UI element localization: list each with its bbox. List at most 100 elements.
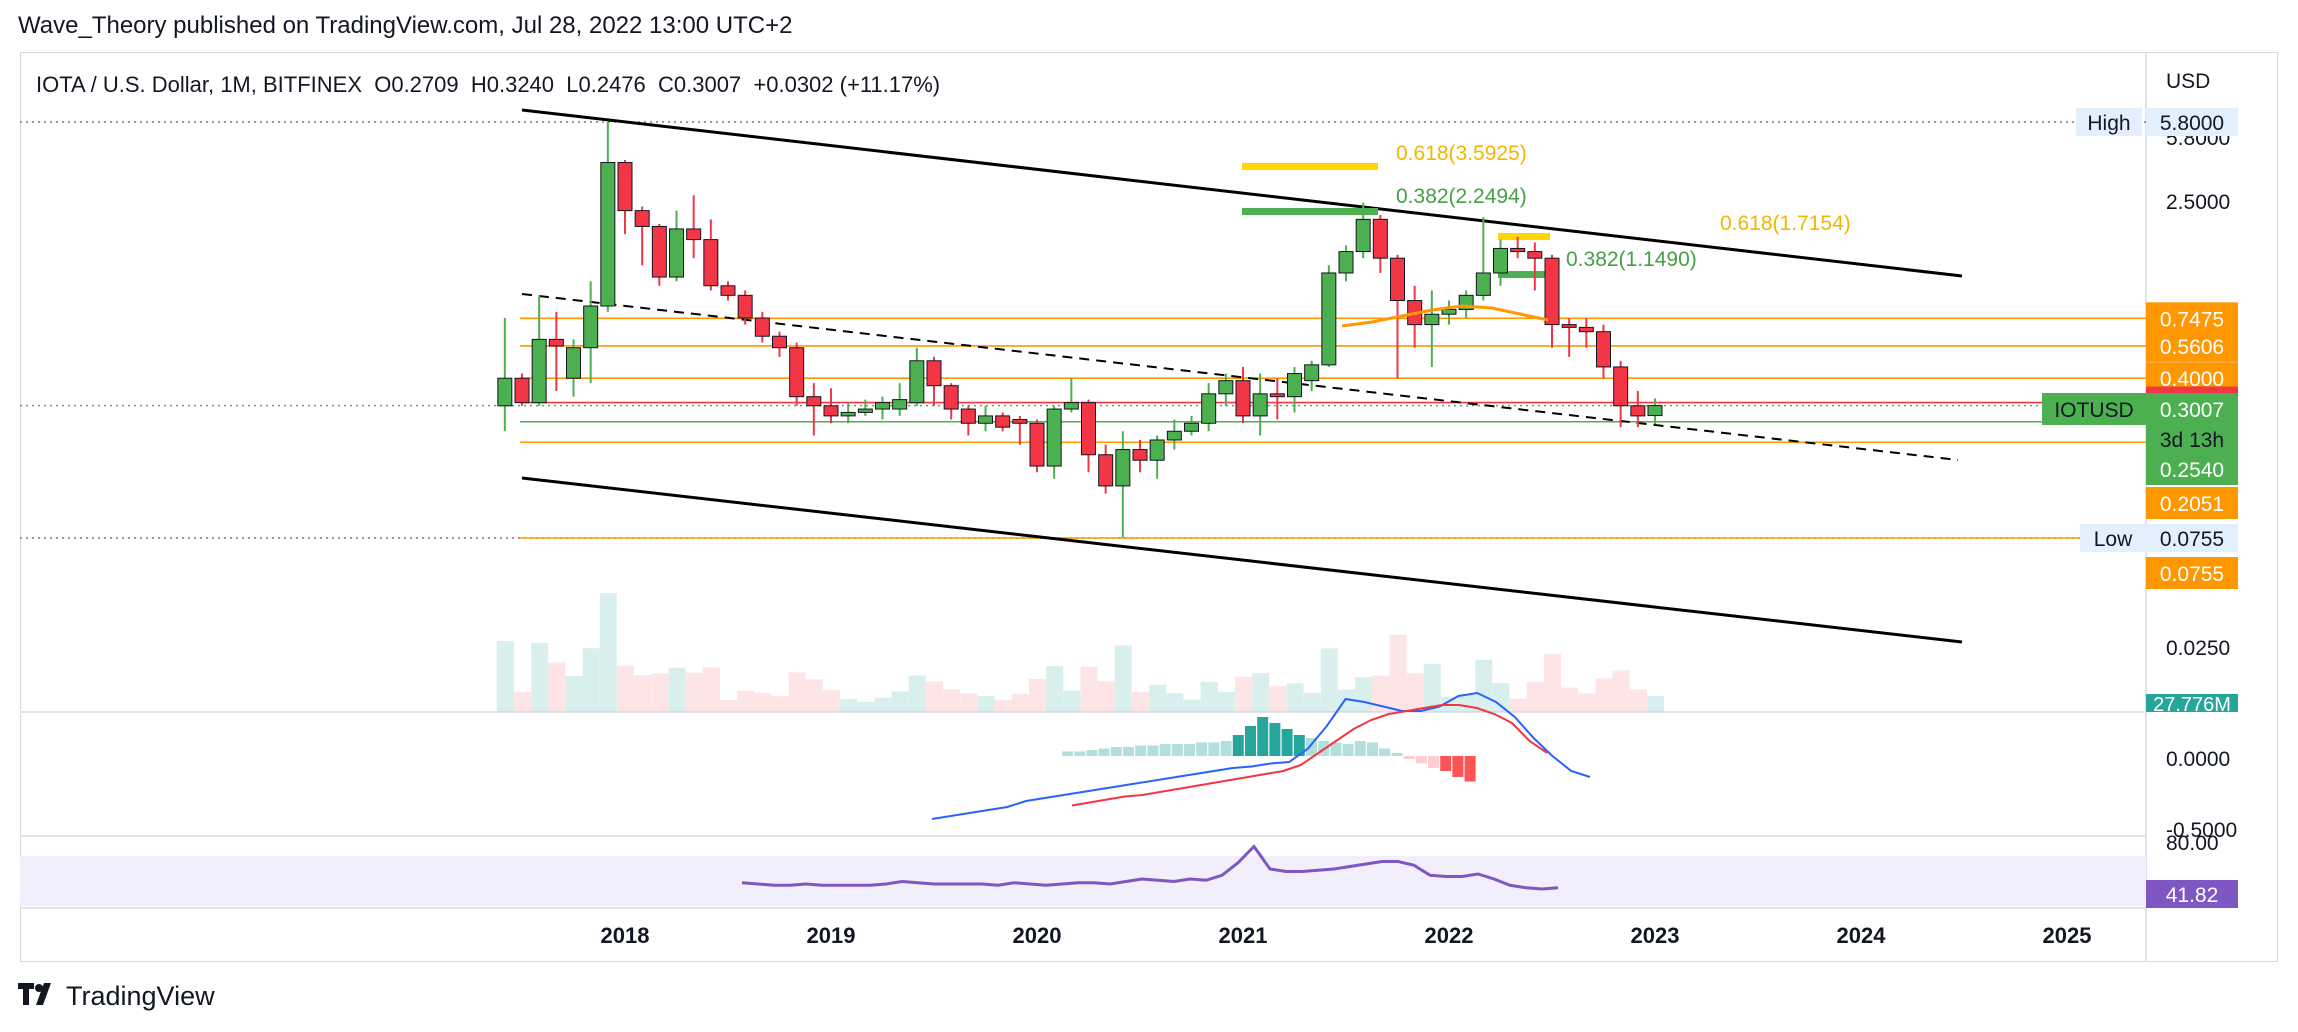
volume-bar <box>1578 693 1596 712</box>
price-tag-value: 0.5606 <box>2160 336 2224 359</box>
candle-body <box>1561 324 1577 328</box>
candle-body <box>1287 373 1302 398</box>
time-tick-label: 2025 <box>2043 923 2092 948</box>
symbol-tag-label: IOTUSD <box>2054 399 2133 422</box>
volume-bar <box>1097 681 1115 712</box>
candle-body <box>960 408 976 424</box>
macd-histogram-bar <box>1147 745 1159 756</box>
macd-histogram-bar <box>1415 756 1427 764</box>
macd-histogram-bar <box>1379 748 1391 756</box>
time-tick-label: 2022 <box>1425 923 1474 948</box>
volume-bar <box>960 693 978 712</box>
volume-bar <box>754 692 772 712</box>
volume-bar <box>1286 683 1304 712</box>
footer-brand[interactable]: TradingView <box>18 980 215 1012</box>
macd-histogram-bar <box>1269 723 1281 756</box>
candle-body <box>1596 331 1611 368</box>
rsi-value-tag <box>2146 880 2238 908</box>
macd-histogram-bar <box>1196 742 1208 756</box>
macd-histogram-bar <box>1354 741 1366 756</box>
volume-bar <box>720 699 737 712</box>
candle-body <box>1424 313 1440 326</box>
volume-bar <box>823 690 840 712</box>
volume-bar <box>1509 698 1527 712</box>
candle-body <box>1647 405 1663 417</box>
fib-level-label: 0.618(1.7154) <box>1720 212 1851 235</box>
candle-body <box>1132 449 1148 461</box>
volume-bar <box>840 699 858 712</box>
macd-histogram-bar <box>1098 748 1110 756</box>
candle-body <box>840 411 856 417</box>
price-tag-value: 0.4000 <box>2160 368 2224 391</box>
candle-body <box>1578 326 1594 333</box>
volume-bar <box>651 673 669 712</box>
volume-bar <box>805 679 823 712</box>
volume-bar <box>1235 676 1252 712</box>
price-tag <box>2146 302 2238 335</box>
volume-bar <box>1406 673 1424 712</box>
volume-bar <box>1269 686 1287 712</box>
volume-bar <box>1217 691 1235 712</box>
candle-body <box>1493 247 1508 274</box>
macd-histogram-bar <box>1245 726 1256 756</box>
tradingview-logo-icon <box>18 980 56 1012</box>
macd-tick-neg: -0.5000 <box>2166 819 2237 842</box>
macd-histogram-bar <box>1330 742 1342 756</box>
volume-bar <box>617 665 634 712</box>
macd-tick-zero: 0.0000 <box>2166 748 2230 771</box>
channel-lower-line[interactable] <box>521 476 1963 644</box>
macd-histogram-bar <box>1232 735 1244 756</box>
volume-bar <box>1183 699 1201 712</box>
price-tag <box>2146 453 2238 485</box>
price-tag <box>2146 557 2238 589</box>
candle-body <box>548 338 564 347</box>
candle-body <box>1081 402 1096 456</box>
candle-body <box>1527 251 1543 259</box>
candle-body <box>1063 402 1079 410</box>
ema-line <box>1341 304 1549 328</box>
macd-histogram-bar <box>1440 756 1452 771</box>
macd-histogram-bar <box>1452 756 1464 777</box>
candle-body <box>1475 272 1491 296</box>
volume-bar <box>1389 634 1407 712</box>
volume-bar <box>1355 677 1373 712</box>
price-tags: High 5.8000 Low 0.0755 0.7475 0.5606 0.4000 0.3… <box>2042 108 2238 589</box>
fibonacci-extensions[interactable]: 0.618(3.5925) 0.382(2.2494) 0.618(1.7154) 0… <box>1242 142 1851 278</box>
volume-bar <box>1492 683 1510 712</box>
volume-bar <box>737 690 755 712</box>
macd-histogram-bar <box>1062 751 1073 756</box>
candle-body <box>1510 247 1526 253</box>
volume-area: 27.776M <box>496 593 2238 716</box>
candle-body <box>1630 405 1646 417</box>
price-tag-value: 0.2540 <box>2160 459 2224 482</box>
candle-body <box>1372 218 1388 259</box>
volume-bar <box>857 701 875 712</box>
rsi-band <box>20 856 2146 906</box>
price-tag-value: 0.3007 <box>2160 399 2224 422</box>
candle-body <box>686 228 702 241</box>
macd-histogram-bar <box>1306 738 1317 756</box>
candle-body <box>1355 218 1371 253</box>
candle-body <box>857 408 873 413</box>
volume-bar <box>514 691 531 712</box>
volume-bar <box>548 662 566 712</box>
symbol-legend: IOTA / U.S. Dollar, 1M, BITFINEX O0.2709… <box>36 72 941 97</box>
extreme-label: High <box>2087 112 2130 135</box>
horizontal-levels <box>20 121 2146 539</box>
candle-body <box>634 210 650 227</box>
volume-bar <box>874 697 892 712</box>
channel-upper-line[interactable] <box>521 108 1963 278</box>
volume-bar <box>891 691 909 712</box>
volume-bar <box>1080 666 1098 712</box>
extreme-label-box <box>2080 524 2146 552</box>
volume-tag <box>2146 694 2238 712</box>
candle-body <box>583 305 599 349</box>
volume-bar <box>1595 678 1613 712</box>
candle-body <box>1029 422 1045 467</box>
candle-body <box>669 228 684 278</box>
candle-body <box>720 285 736 296</box>
price-tag-value: 0.2051 <box>2160 493 2224 516</box>
currency-label: USD <box>2166 70 2210 93</box>
volume-bar <box>1526 681 1544 712</box>
